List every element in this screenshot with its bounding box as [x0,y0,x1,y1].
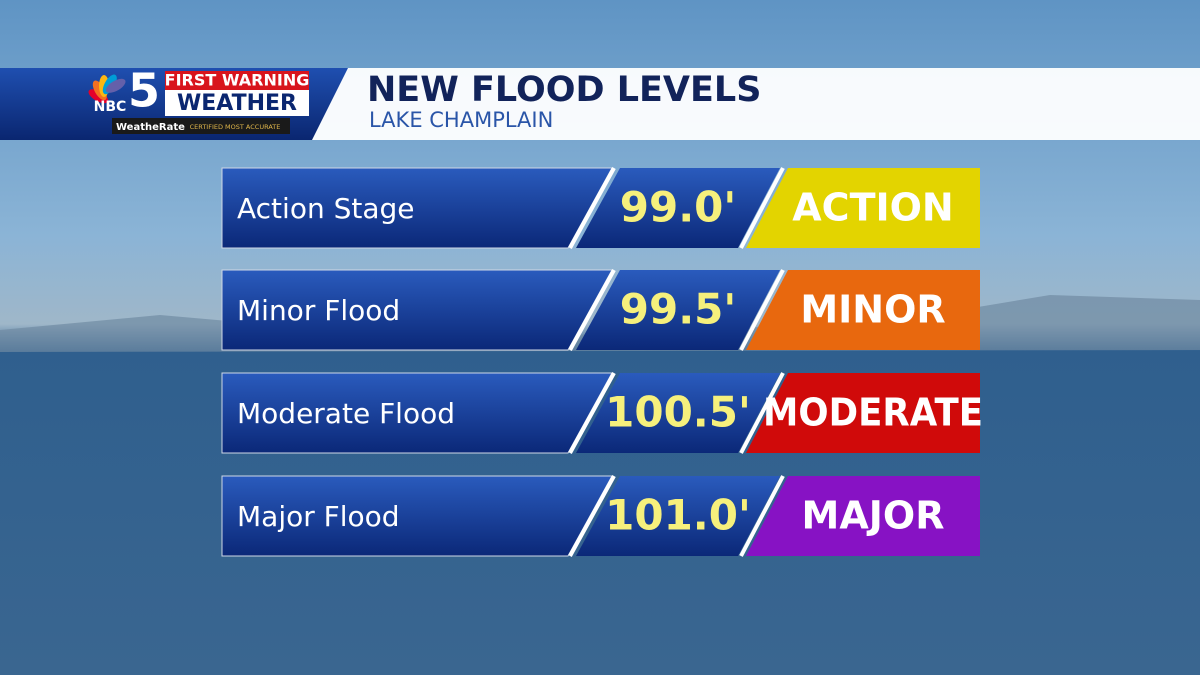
badge-name: WeatheRate [116,122,185,133]
row-category-panel [746,168,980,248]
brand-top: FIRST WARNING [165,71,310,90]
slash [739,475,785,557]
row-category: MAJOR [802,494,945,538]
brand-top-box [165,71,309,90]
row-category-panel [746,270,980,350]
row-category: ACTION [792,186,953,230]
slash [739,269,785,351]
row-level: 100.5' [605,388,751,437]
row-label: Action Stage [237,192,415,225]
row-label: Moderate Flood [237,397,455,430]
title: NEW FLOOD LEVELS [367,70,761,110]
subtitle: LAKE CHAMPLAIN [369,108,553,132]
row-label: Minor Flood [237,294,400,327]
row-label-panel [221,372,613,454]
row-label-panel [221,167,613,249]
row-level: 99.0' [620,183,736,232]
row-label-panel [221,269,613,351]
row-label: Major Flood [237,500,400,533]
slash [568,372,616,454]
slash [568,269,616,351]
row-level-panel [576,373,780,453]
row-label-panel [221,475,613,557]
row-level: 101.0' [605,491,751,540]
row-level-panel [576,476,780,556]
brand-bottom: WEATHER [177,91,297,116]
peacock [88,74,126,104]
row-level-panel [576,270,780,350]
row-category: MODERATE [763,391,983,435]
row-level: 99.5' [620,285,736,334]
network: NBC [94,99,127,115]
brand-bottom-box [165,90,309,116]
badge-box [112,118,290,134]
channel: 5 [128,64,160,118]
slash [568,475,616,557]
slash [739,167,785,249]
badge-text: CERTIFIED MOST ACCURATE [190,123,281,131]
row-category-panel [746,373,980,453]
slash [739,372,785,454]
row-category-panel [746,476,980,556]
slash [568,167,616,249]
row-category: MINOR [800,288,945,332]
rows: Action Stage 99.0' ACTION Minor Flood 99.5' M… [221,167,983,557]
row-level-panel [576,168,780,248]
